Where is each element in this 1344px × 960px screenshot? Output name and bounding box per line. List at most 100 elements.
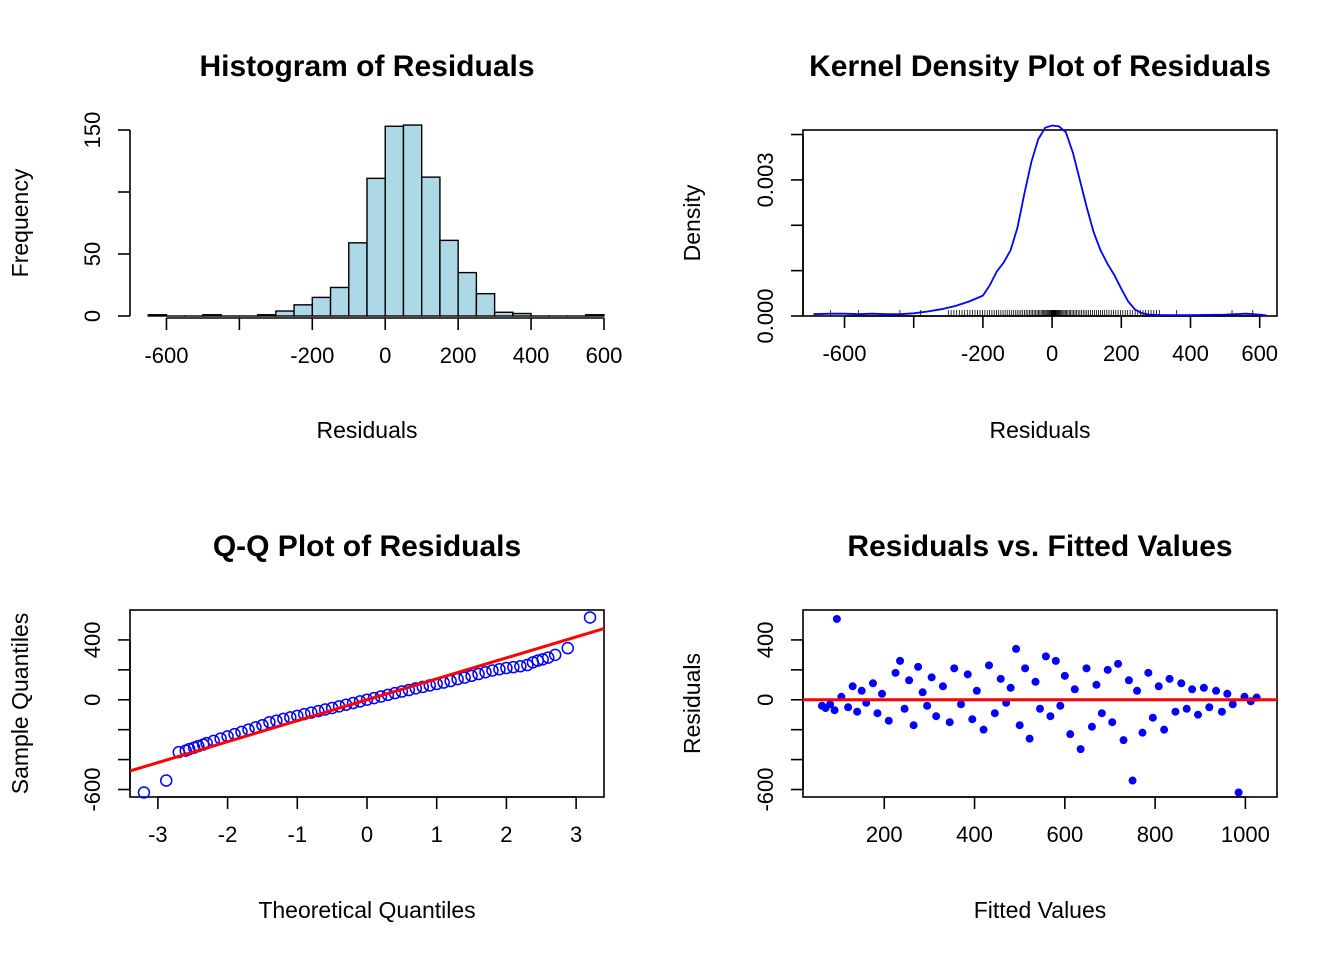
chart-title: Kernel Density Plot of Residuals <box>809 50 1271 83</box>
qq-point <box>548 648 562 662</box>
histogram-bar <box>256 314 277 317</box>
chart-title: Histogram of Residuals <box>199 50 534 83</box>
qq-point <box>409 682 423 695</box>
qq-point <box>416 680 430 694</box>
residual-point <box>884 716 893 725</box>
qq-point <box>536 653 549 666</box>
qq-point <box>507 660 520 674</box>
x-tick-label: 0 <box>1046 341 1058 366</box>
chart-title: Residuals vs. Fitted Values <box>847 530 1232 563</box>
residual-point <box>848 682 857 691</box>
residual-point <box>1223 689 1232 698</box>
residual-point <box>844 703 853 712</box>
residual-point <box>1082 664 1091 673</box>
residual-point <box>950 664 959 673</box>
plot-frame <box>129 609 605 798</box>
y-tick-label: 0.003 <box>753 152 778 207</box>
x-tick-label: 400 <box>513 343 550 368</box>
x-tick-label: -1 <box>288 822 308 847</box>
x-tick-label: 3 <box>570 822 582 847</box>
residual-point <box>1177 679 1186 688</box>
residual-point <box>1205 703 1214 712</box>
x-tick-label: -200 <box>290 343 334 368</box>
residual-point <box>1092 680 1101 689</box>
x-tick-label: 1 <box>431 822 443 847</box>
residual-point <box>1066 730 1075 739</box>
residual-point <box>927 673 936 682</box>
x-tick-label: 2 <box>500 822 512 847</box>
residual-point <box>972 686 981 695</box>
residual-point <box>1194 710 1202 719</box>
residual-point <box>1060 671 1069 680</box>
residual-point <box>1228 700 1237 709</box>
residual-point <box>1031 677 1040 686</box>
y-axis-label: Sample Quantiles <box>7 613 33 795</box>
residual-point <box>1138 728 1147 737</box>
histogram-bar <box>275 310 295 317</box>
x-tick-label: -600 <box>822 341 866 366</box>
residual-point <box>1012 644 1021 653</box>
residual-point <box>979 725 988 734</box>
residual-point <box>914 662 923 671</box>
x-tick-label: 600 <box>1046 822 1083 847</box>
qq-point <box>360 693 374 707</box>
residual-point <box>873 709 882 718</box>
residual-point <box>1148 713 1157 722</box>
residual-point <box>826 700 835 709</box>
x-tick-label: 1000 <box>1221 822 1270 847</box>
x-tick-label: 400 <box>1172 341 1209 366</box>
y-tick-label: 150 <box>80 112 105 149</box>
residual-point <box>1015 721 1024 730</box>
y-tick-label: -600 <box>80 767 105 811</box>
residual-point <box>1025 734 1034 743</box>
residual-point <box>878 689 886 698</box>
x-tick-label: 600 <box>586 343 623 368</box>
residual-point <box>1056 701 1065 710</box>
histogram-bar <box>439 239 459 317</box>
residual-point <box>1234 788 1243 797</box>
histogram-bar <box>366 177 386 317</box>
histogram-bar <box>585 314 605 317</box>
y-axis-label: Density <box>679 184 705 261</box>
residual-point <box>1103 665 1112 674</box>
x-axis-label: Fitted Values <box>974 897 1107 923</box>
x-axis-label: Residuals <box>317 417 418 443</box>
residual-point <box>1046 712 1055 721</box>
qq-point <box>311 704 325 718</box>
x-axis-label: Theoretical Quantiles <box>258 897 475 923</box>
residual-point <box>1041 652 1050 661</box>
histogram-bar <box>293 304 314 317</box>
residual-point <box>1154 682 1163 691</box>
residual-point <box>857 686 866 695</box>
residual-point <box>1212 686 1221 695</box>
residual-point <box>1006 683 1015 692</box>
y-tick-label: -600 <box>753 767 778 811</box>
density-curve <box>813 124 1267 317</box>
residual-point <box>1171 707 1180 716</box>
qq-point <box>137 786 151 799</box>
residual-point <box>1144 668 1153 677</box>
histogram-bar <box>512 312 532 317</box>
residual-point <box>938 682 947 691</box>
y-tick-label: 0 <box>80 310 105 322</box>
qq-point <box>479 665 492 679</box>
x-tick-label: 200 <box>1103 341 1140 366</box>
residual-point <box>996 674 1005 683</box>
residual-point <box>1217 707 1226 716</box>
residual-point <box>918 688 927 697</box>
y-axis-label: Frequency <box>7 168 33 277</box>
qq-point <box>493 662 506 676</box>
residual-point <box>832 614 841 623</box>
residual-point <box>984 661 993 670</box>
residual-point <box>932 712 941 721</box>
chart-title: Q-Q Plot of Residuals <box>213 530 521 563</box>
histogram-bar <box>202 314 222 317</box>
residual-point <box>1097 709 1106 718</box>
residual-point <box>1128 776 1137 785</box>
y-tick-label: 0 <box>753 694 778 706</box>
residual-point <box>891 668 900 677</box>
qq-point <box>561 641 575 655</box>
x-tick-label: -2 <box>218 822 238 847</box>
histogram-bar <box>475 292 496 317</box>
residual-point <box>1076 745 1085 754</box>
